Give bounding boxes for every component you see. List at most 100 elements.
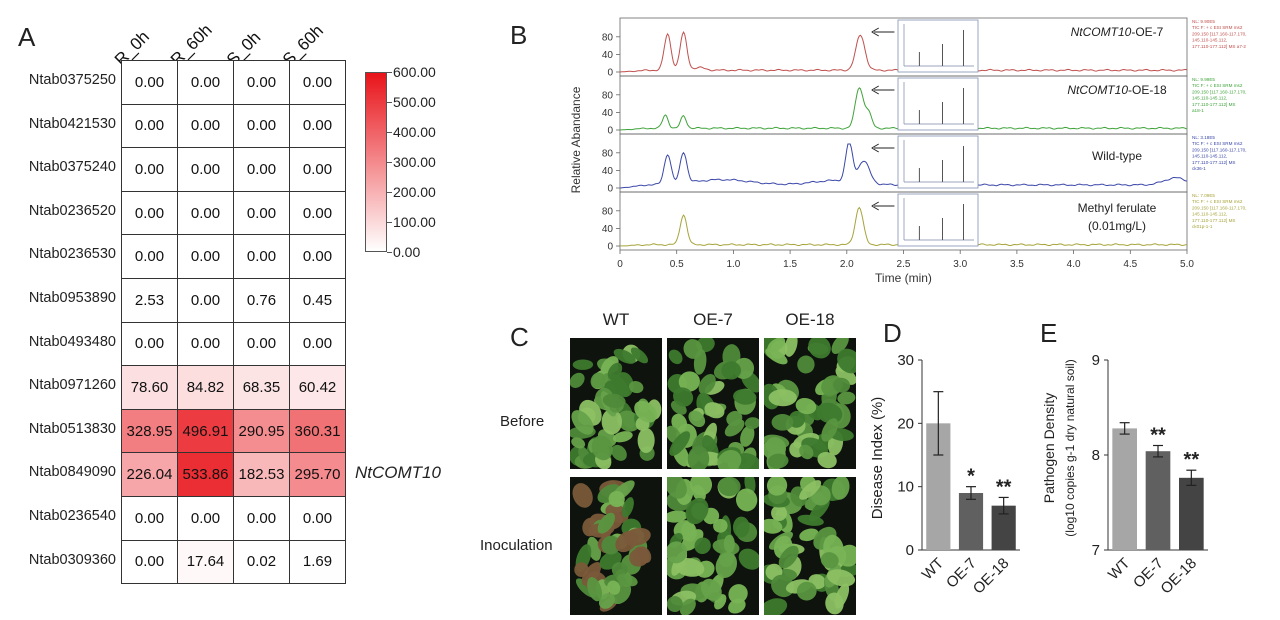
panel-label-c: C <box>510 322 529 352</box>
leaf <box>572 359 594 370</box>
y-axis-label: Pathogen Density <box>1041 393 1057 504</box>
x-tick-label: 3.5 <box>1010 259 1024 270</box>
trace-info-text: 145.110-145.112, <box>1192 38 1227 43</box>
leaf <box>799 528 819 542</box>
leaf <box>667 477 687 499</box>
heatmap-row-label: Ntab0953890 <box>28 290 116 306</box>
y-tick-label: 80 <box>602 32 614 43</box>
heatmap-cell: 0.76 <box>233 278 290 323</box>
leaf <box>613 348 636 364</box>
x-tick-label: 4.0 <box>1067 259 1081 270</box>
ms-inset <box>897 135 979 189</box>
leaf <box>808 338 831 359</box>
leaf <box>611 444 627 461</box>
leaf <box>678 371 700 392</box>
heatmap-cell: 0.00 <box>121 539 178 585</box>
leaf <box>831 477 850 500</box>
y-axis-label-units: (log10 copies g-1 dry natural soil) <box>1063 359 1077 536</box>
x-tick-label: 2.5 <box>897 259 911 270</box>
leaf <box>607 362 623 380</box>
colorbar-tick-label: 0.00 <box>393 244 421 260</box>
leaf <box>797 355 815 374</box>
heatmap-cell: 0.00 <box>289 103 346 149</box>
leaf <box>637 546 652 563</box>
y-tick-label: 0 <box>906 542 914 559</box>
leaf <box>681 529 704 551</box>
heatmap-cell: 0.00 <box>289 234 346 279</box>
heatmap-row-label: Ntab0375240 <box>28 159 116 176</box>
leaf <box>667 541 688 564</box>
leaf <box>608 490 625 508</box>
heatmap-cell: 0.00 <box>177 496 234 541</box>
heatmap-cell: 328.95 <box>121 408 178 454</box>
leaf <box>704 402 725 419</box>
photo-column-label: OE-7 <box>693 310 733 329</box>
leaf <box>799 444 814 460</box>
heatmap-cell: 0.00 <box>121 234 178 279</box>
colorbar-tick <box>387 101 392 103</box>
heatmap-cell: 60.42 <box>289 365 346 410</box>
heatmap-row-label: Ntab0309360 <box>28 551 116 568</box>
colorbar-tick <box>387 191 392 193</box>
leaf <box>771 505 788 521</box>
heatmap-cell: 0.00 <box>233 60 290 105</box>
series-label: NtCOMT10-OE-18 <box>1067 83 1167 97</box>
trace-info-text: a18-1 <box>1192 108 1204 113</box>
leaf <box>698 373 716 395</box>
y-tick-label: 0 <box>607 126 613 137</box>
y-tick-label: 40 <box>602 224 614 235</box>
trace-info-text: 177.110-177.112] MS a7-2 <box>1192 44 1246 49</box>
leaf <box>826 569 856 587</box>
x-tick-label: 4.5 <box>1123 259 1137 270</box>
leaf <box>571 437 586 449</box>
leaf <box>796 581 817 601</box>
trace-info-text: 209.150 [117.160-117.170, <box>1192 147 1247 152</box>
leaf <box>601 535 621 555</box>
leaf <box>683 339 703 359</box>
heatmap-cell: 0.00 <box>121 321 178 367</box>
leaf <box>740 425 755 447</box>
series-label: NtCOMT10-OE-7 <box>1071 25 1164 39</box>
leaf <box>587 577 603 602</box>
heatmap-cell: 533.86 <box>177 452 234 497</box>
trace-info-text: 145.110-145.112, <box>1192 96 1227 101</box>
trace-info-text: 145.110-145.112, <box>1192 154 1227 159</box>
x-tick-label: 2.0 <box>840 259 854 270</box>
peak-arrow-head <box>871 201 879 211</box>
panel-label-b: B <box>510 20 528 50</box>
significance-mark: ** <box>1184 449 1200 471</box>
photo-row-label: Before <box>500 413 545 430</box>
leaf <box>820 552 839 569</box>
leaf <box>617 410 640 432</box>
heatmap-cell: 0.00 <box>289 321 346 367</box>
heatmap-row-label: Ntab0971260 <box>28 377 116 394</box>
heatmap-cell: 84.82 <box>177 365 234 410</box>
heatmap-cell: 0.00 <box>121 103 178 149</box>
trace-info-text: TIC F: + c ESI SRM ms2 <box>1192 199 1243 204</box>
y-axis-label: Disease Index (%) <box>869 397 886 520</box>
trace-info-text: 209.150 [117.160-117.170, <box>1192 205 1247 210</box>
heatmap-cell: 0.00 <box>177 190 234 236</box>
y-tick-label: 9 <box>1092 352 1100 369</box>
y-tick-label: 0 <box>607 68 613 79</box>
leaf <box>629 381 644 394</box>
leaf <box>834 583 850 609</box>
trace-info-text: NL: 7.09E5 <box>1192 193 1215 198</box>
plant-photo-image <box>570 344 662 469</box>
plant-photo <box>667 338 759 469</box>
trace-info-text: NL: 9.90E5 <box>1192 19 1215 24</box>
leaf <box>764 518 783 534</box>
trace-info-text: 177.110-177.112] MS <box>1192 160 1236 165</box>
heatmap-cell: 496.91 <box>177 408 234 454</box>
heatmap-cell: 0.00 <box>177 103 234 149</box>
heatmap-cell: 0.00 <box>177 60 234 105</box>
plant-photo <box>570 477 662 615</box>
leaf <box>718 477 741 497</box>
gene-annotation: NtCOMT10 <box>355 463 441 483</box>
leaf <box>634 400 658 423</box>
colorbar <box>365 72 387 252</box>
series-label-line: -OE-7 <box>1131 25 1163 39</box>
leaf <box>700 578 722 601</box>
x-axis-label: Time (min) <box>875 271 932 285</box>
leaf <box>837 391 856 405</box>
